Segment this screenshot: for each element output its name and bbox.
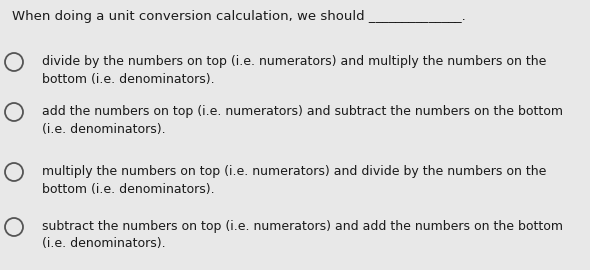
Text: add the numbers on top (i.e. numerators) and subtract the numbers on the bottom
: add the numbers on top (i.e. numerators)… [42, 105, 563, 136]
Text: When doing a unit conversion calculation, we should ______________.: When doing a unit conversion calculation… [12, 10, 466, 23]
Text: divide by the numbers on top (i.e. numerators) and multiply the numbers on the
b: divide by the numbers on top (i.e. numer… [42, 55, 546, 86]
Text: multiply the numbers on top (i.e. numerators) and divide by the numbers on the
b: multiply the numbers on top (i.e. numera… [42, 165, 546, 195]
Text: subtract the numbers on top (i.e. numerators) and add the numbers on the bottom
: subtract the numbers on top (i.e. numera… [42, 220, 563, 251]
